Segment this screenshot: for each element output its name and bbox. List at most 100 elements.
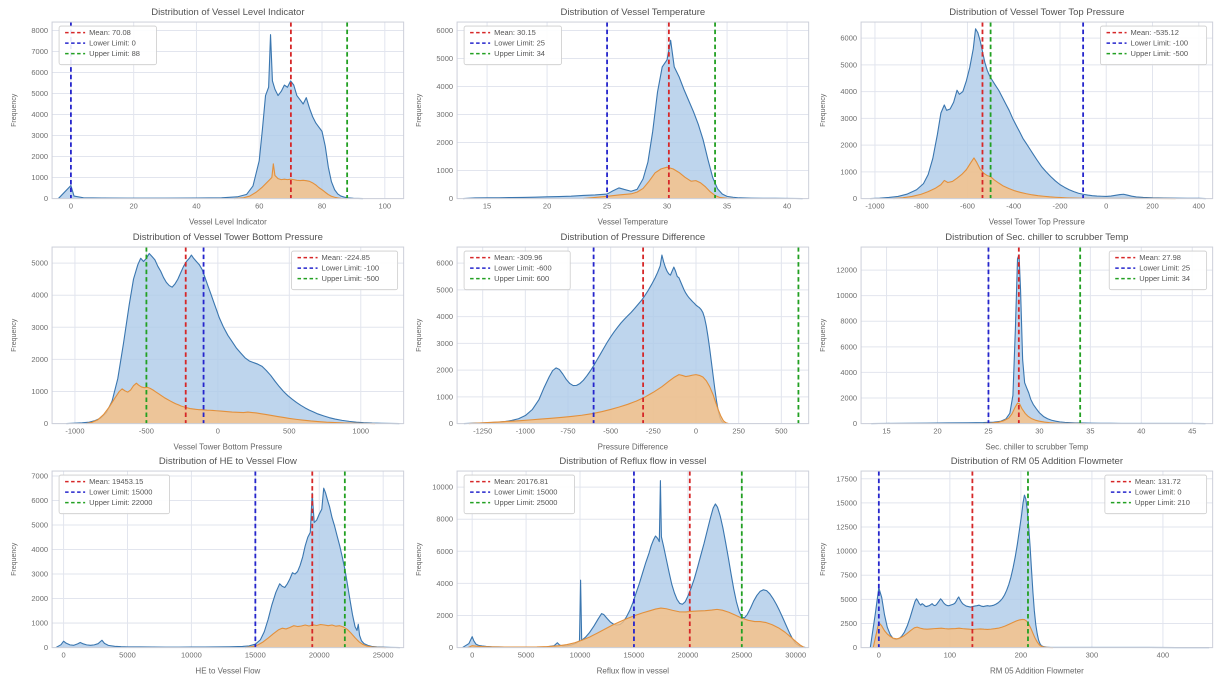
y-tick-label: 5000 bbox=[841, 595, 858, 604]
x-tick-label: -1000 bbox=[65, 426, 84, 435]
legend-entry-label: Upper Limit: -500 bbox=[322, 274, 379, 283]
x-axis-label: Reflux flow in vessel bbox=[596, 667, 669, 676]
x-tick-label: -1000 bbox=[866, 202, 885, 211]
x-tick-label: 500 bbox=[283, 426, 296, 435]
y-tick-label: 8000 bbox=[31, 26, 48, 35]
x-tick-label: 400 bbox=[1157, 651, 1170, 660]
y-tick-label: 3000 bbox=[436, 338, 453, 347]
y-tick-label: 2000 bbox=[31, 355, 48, 364]
y-tick-label: 5000 bbox=[841, 60, 858, 69]
x-tick-label: -800 bbox=[914, 202, 929, 211]
plot-border bbox=[860, 21, 1214, 200]
x-tick-label: 500 bbox=[775, 426, 788, 435]
x-tick-label: 80 bbox=[318, 202, 326, 211]
histogram-kde-orange-area bbox=[468, 374, 729, 424]
y-tick-label: 2000 bbox=[841, 141, 858, 150]
y-tick-label: 2500 bbox=[841, 619, 858, 628]
x-tick-label: 30 bbox=[1036, 426, 1044, 435]
y-tick-label: 6000 bbox=[436, 26, 453, 35]
x-tick-label: 20 bbox=[934, 426, 942, 435]
x-axis-label: Vessel Temperature bbox=[597, 218, 668, 227]
chart-title: Distribution of Vessel Tower Top Pressur… bbox=[950, 7, 1125, 18]
x-tick-label: 20000 bbox=[309, 651, 330, 660]
chart-canvas: 0 2000 4000 6000 8000 10000 0 5000 10000 15000 200… bbox=[416, 456, 809, 676]
x-tick-label: 15 bbox=[483, 202, 491, 211]
y-tick-label: 6000 bbox=[436, 547, 453, 556]
y-tick-label: 1000 bbox=[841, 167, 858, 176]
histogram-kde-blue-line bbox=[57, 34, 363, 200]
y-tick-label: 10000 bbox=[432, 483, 453, 492]
x-tick-label: 25000 bbox=[373, 651, 394, 660]
y-axis-label: Frequency bbox=[416, 93, 423, 127]
legend-entry-label: Mean: -309.96 bbox=[494, 253, 542, 262]
x-tick-label: 60 bbox=[255, 202, 263, 211]
x-tick-label: -1000 bbox=[515, 426, 534, 435]
legend-entry-label: Upper Limit: 600 bbox=[494, 274, 549, 283]
x-tick-label: 1000 bbox=[352, 426, 369, 435]
subplot-distribution-of-vessel-temperature: 0 1000 2000 3000 4000 5000 6000 15 20 25 30 35 40 Mea… bbox=[411, 5, 816, 230]
chart-title: Distribution of Sec. chiller to scrubber… bbox=[946, 232, 1129, 243]
legend-entry-label: Upper Limit: 22000 bbox=[89, 498, 152, 507]
histogram-kde-blue-line bbox=[461, 480, 806, 649]
subplot-distribution-of-vessel-level-indicator: 0 1000 2000 3000 4000 5000 6000 7000 8000 0 20 40 60… bbox=[6, 5, 411, 230]
y-tick-label: 0 bbox=[853, 643, 857, 652]
subplot-distribution-of-pressure-difference: 0 1000 2000 3000 4000 5000 6000 -1250 -1000 -750-… bbox=[411, 230, 816, 455]
y-tick-label: 2000 bbox=[436, 611, 453, 620]
legend-entry-label: Mean: 131.72 bbox=[1135, 477, 1181, 486]
y-tick-label: 15000 bbox=[837, 499, 858, 508]
y-tick-label: 4000 bbox=[31, 110, 48, 119]
y-tick-label: 4000 bbox=[841, 87, 858, 96]
histogram-kde-blue-area bbox=[58, 34, 363, 199]
y-axis-label: Frequency bbox=[11, 93, 18, 127]
legend-entry-label: Mean: 27.98 bbox=[1140, 253, 1182, 262]
y-tick-label: 6000 bbox=[31, 68, 48, 77]
y-tick-label: 0 bbox=[853, 419, 857, 428]
x-tick-label: 0 bbox=[470, 651, 474, 660]
histogram-kde-blue-line bbox=[462, 39, 803, 200]
y-tick-label: 4000 bbox=[31, 545, 48, 554]
x-tick-label: 10000 bbox=[181, 651, 202, 660]
x-tick-label: 15000 bbox=[245, 651, 266, 660]
x-tick-label: 20 bbox=[130, 202, 138, 211]
x-tick-label: 25 bbox=[603, 202, 611, 211]
x-tick-label: 400 bbox=[1193, 202, 1206, 211]
chart-title: Distribution of Vessel Temperature bbox=[560, 7, 705, 18]
y-axis-label: Frequency bbox=[820, 93, 827, 127]
x-tick-label: 0 bbox=[877, 651, 881, 660]
y-tick-label: 10000 bbox=[837, 291, 858, 300]
histogram-kde-blue-line bbox=[463, 254, 725, 424]
x-tick-label: 5000 bbox=[119, 651, 136, 660]
chart-title: Distribution of Vessel Tower Bottom Pres… bbox=[133, 232, 323, 243]
x-tick-label: 35 bbox=[723, 202, 731, 211]
x-tick-label: 100 bbox=[379, 202, 392, 211]
y-tick-label: 2000 bbox=[436, 138, 453, 147]
y-tick-label: 1000 bbox=[436, 166, 453, 175]
plot-border bbox=[860, 246, 1214, 424]
histogram-kde-orange-area bbox=[467, 608, 805, 648]
chart-canvas: 0 1000 2000 3000 4000 5000 6000 7000 8000 0 20 40 60… bbox=[11, 7, 405, 227]
histogram-kde-orange-area bbox=[893, 157, 1177, 199]
y-tick-label: 0 bbox=[449, 643, 453, 652]
subplot-distribution-of-rm-05-addition-flowmeter: 0 2500 5000 7500 10000 12500 15000 17500 0 100 200… bbox=[815, 454, 1220, 679]
histogram-kde-orange-line bbox=[467, 607, 805, 649]
y-tick-label: 0 bbox=[853, 194, 857, 203]
x-tick-label: 35 bbox=[1087, 426, 1095, 435]
chart-title: Distribution of HE to Vessel Flow bbox=[159, 456, 297, 467]
histogram-kde-blue-area bbox=[870, 495, 1210, 648]
legend-box bbox=[58, 474, 170, 515]
x-tick-label: 5000 bbox=[517, 651, 534, 660]
legend-box bbox=[463, 250, 571, 290]
y-tick-label: 0 bbox=[449, 194, 453, 203]
y-tick-label: 3000 bbox=[31, 131, 48, 140]
y-tick-label: 0 bbox=[44, 419, 48, 428]
legend-entry-label: Lower Limit: 15000 bbox=[89, 488, 152, 497]
y-tick-label: 3000 bbox=[436, 110, 453, 119]
y-tick-label: 1000 bbox=[436, 392, 453, 401]
y-tick-label: 0 bbox=[44, 643, 48, 652]
